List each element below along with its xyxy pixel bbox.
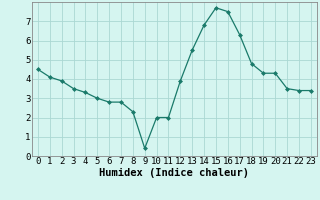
X-axis label: Humidex (Indice chaleur): Humidex (Indice chaleur) [100, 168, 249, 178]
